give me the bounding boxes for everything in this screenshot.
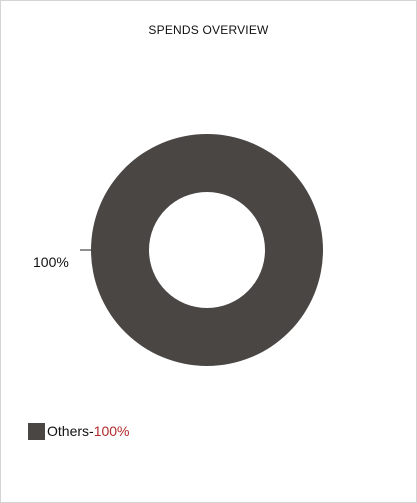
legend-label: Others	[47, 423, 90, 439]
chart-legend: Others -100%	[28, 422, 130, 440]
donut-slice-others[interactable]	[91, 134, 323, 366]
legend-separator: -	[89, 423, 94, 439]
data-label-others: 100%	[33, 254, 69, 270]
legend-percent: 100%	[93, 423, 130, 439]
legend-swatch	[28, 422, 45, 440]
chart-title: SPENDS OVERVIEW	[148, 23, 269, 37]
